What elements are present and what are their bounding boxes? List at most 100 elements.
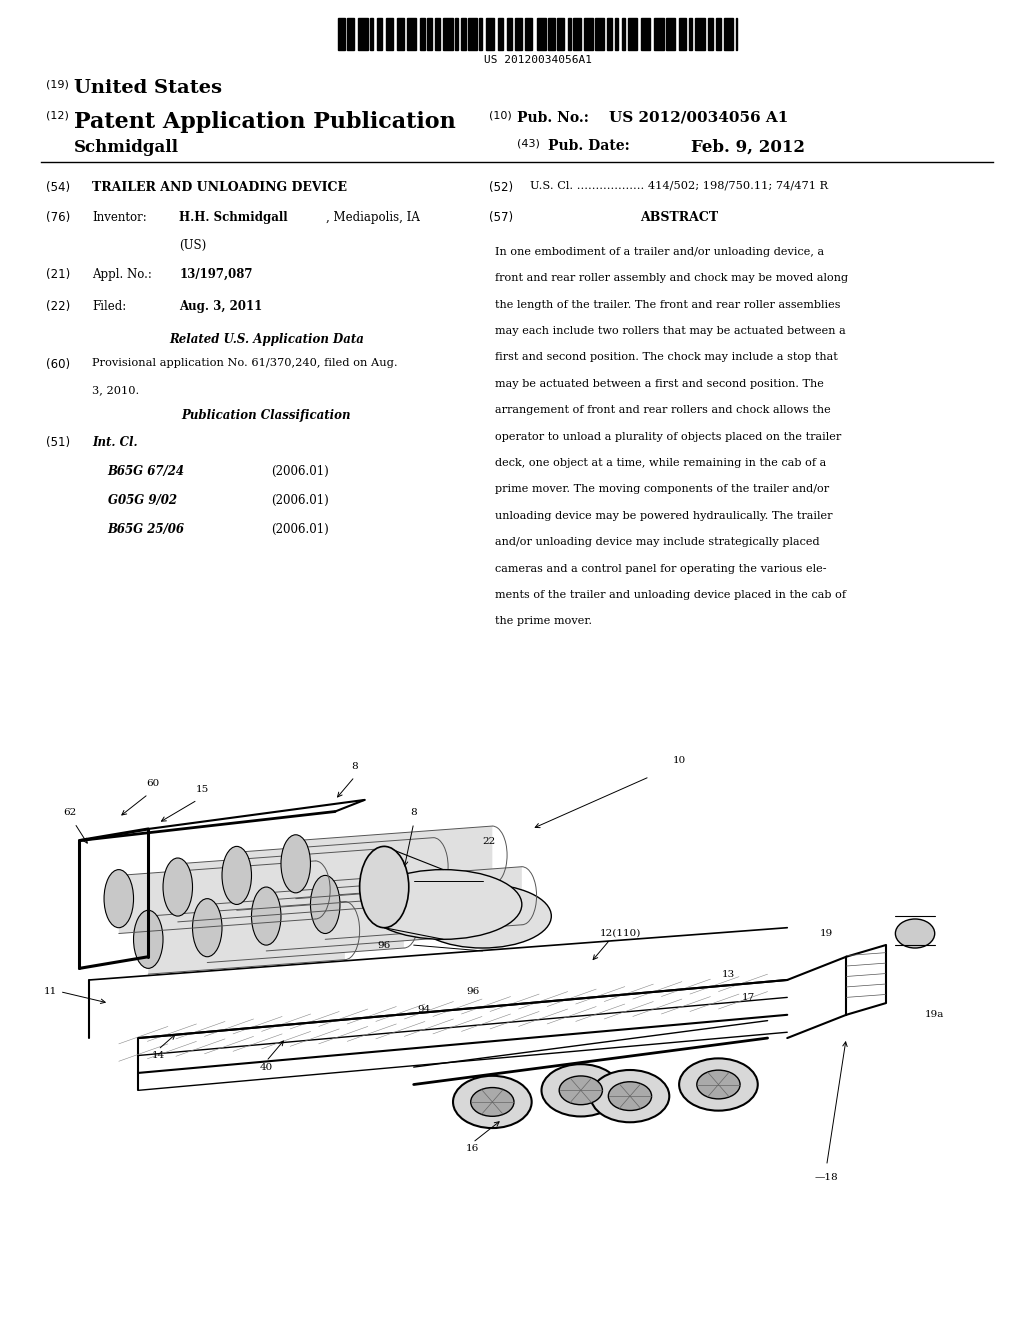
Bar bbox=[420, 18, 425, 50]
Text: 13: 13 bbox=[722, 970, 735, 978]
Ellipse shape bbox=[591, 1071, 670, 1122]
Text: 62: 62 bbox=[63, 808, 76, 817]
Text: ABSTRACT: ABSTRACT bbox=[640, 211, 718, 224]
Text: (21): (21) bbox=[46, 268, 71, 281]
Bar bbox=[455, 18, 458, 50]
Text: —18: —18 bbox=[815, 1173, 839, 1181]
Ellipse shape bbox=[679, 1059, 758, 1110]
Text: (54): (54) bbox=[46, 181, 71, 194]
Text: (60): (60) bbox=[46, 358, 71, 371]
Text: 96: 96 bbox=[466, 987, 479, 997]
Text: (2006.01): (2006.01) bbox=[271, 494, 329, 507]
Text: the length of the trailer. The front and rear roller assemblies: the length of the trailer. The front and… bbox=[495, 300, 840, 310]
Text: Related U.S. Application Data: Related U.S. Application Data bbox=[169, 333, 364, 346]
Text: 11: 11 bbox=[43, 987, 56, 997]
Bar bbox=[666, 18, 675, 50]
Text: 3, 2010.: 3, 2010. bbox=[92, 385, 139, 396]
Text: (51): (51) bbox=[46, 436, 71, 449]
Text: Int. Cl.: Int. Cl. bbox=[92, 436, 138, 449]
Text: and/or unloading device may include strategically placed: and/or unloading device may include stra… bbox=[495, 537, 819, 548]
Bar bbox=[515, 18, 522, 50]
Text: 12(110): 12(110) bbox=[599, 929, 641, 939]
Bar bbox=[468, 18, 477, 50]
Text: Inventor:: Inventor: bbox=[92, 211, 146, 224]
Text: 10: 10 bbox=[673, 756, 686, 766]
Bar bbox=[443, 18, 453, 50]
Text: U.S. Cl. .................. 414/502; 198/750.11; 74/471 R: U.S. Cl. .................. 414/502; 198… bbox=[530, 181, 828, 191]
Bar bbox=[525, 18, 532, 50]
Text: Pub. No.:: Pub. No.: bbox=[517, 111, 589, 125]
Text: H.H. Schmidgall: H.H. Schmidgall bbox=[179, 211, 288, 224]
Text: (57): (57) bbox=[489, 211, 514, 224]
Text: Aug. 3, 2011: Aug. 3, 2011 bbox=[179, 300, 262, 313]
Bar bbox=[568, 18, 571, 50]
Text: (US): (US) bbox=[179, 239, 207, 252]
Text: , Mediapolis, IA: , Mediapolis, IA bbox=[326, 211, 420, 224]
Text: 94: 94 bbox=[417, 1005, 430, 1014]
Bar bbox=[557, 18, 564, 50]
Bar bbox=[461, 18, 466, 50]
Text: 17: 17 bbox=[741, 993, 755, 1002]
Bar bbox=[622, 18, 625, 50]
Bar bbox=[377, 18, 382, 50]
Text: 15: 15 bbox=[196, 785, 209, 795]
Ellipse shape bbox=[559, 1076, 602, 1105]
Bar bbox=[654, 18, 664, 50]
Text: (2006.01): (2006.01) bbox=[271, 465, 329, 478]
Text: Feb. 9, 2012: Feb. 9, 2012 bbox=[691, 139, 805, 156]
Ellipse shape bbox=[310, 875, 340, 933]
Text: Pub. Date:: Pub. Date: bbox=[548, 139, 630, 153]
Text: may be actuated between a first and second position. The: may be actuated between a first and seco… bbox=[495, 379, 823, 389]
Ellipse shape bbox=[104, 870, 133, 928]
Bar bbox=[641, 18, 650, 50]
Polygon shape bbox=[266, 878, 463, 950]
Text: (19): (19) bbox=[46, 79, 69, 90]
Bar bbox=[347, 18, 354, 50]
Text: G05G 9/02: G05G 9/02 bbox=[108, 494, 176, 507]
Text: 8: 8 bbox=[411, 808, 417, 817]
Text: B65G 67/24: B65G 67/24 bbox=[108, 465, 184, 478]
Polygon shape bbox=[237, 838, 433, 911]
Text: US 2012/0034056 A1: US 2012/0034056 A1 bbox=[609, 111, 788, 125]
Bar bbox=[548, 18, 555, 50]
Polygon shape bbox=[148, 902, 345, 974]
Ellipse shape bbox=[471, 1088, 514, 1117]
Ellipse shape bbox=[252, 887, 281, 945]
Ellipse shape bbox=[453, 1076, 531, 1129]
Bar bbox=[338, 18, 345, 50]
Ellipse shape bbox=[542, 1064, 621, 1117]
Ellipse shape bbox=[696, 1071, 740, 1098]
Bar bbox=[573, 18, 581, 50]
Text: (2006.01): (2006.01) bbox=[271, 523, 329, 536]
Text: 13/197,087: 13/197,087 bbox=[179, 268, 253, 281]
Bar bbox=[498, 18, 503, 50]
Bar bbox=[628, 18, 637, 50]
Polygon shape bbox=[178, 849, 375, 921]
Text: ments of the trailer and unloading device placed in the cab of: ments of the trailer and unloading devic… bbox=[495, 590, 846, 601]
Bar bbox=[584, 18, 593, 50]
Text: (10): (10) bbox=[489, 111, 512, 121]
Text: United States: United States bbox=[74, 79, 222, 98]
Bar bbox=[507, 18, 512, 50]
Text: 96: 96 bbox=[378, 941, 391, 949]
Text: 19a: 19a bbox=[925, 1010, 944, 1019]
Ellipse shape bbox=[193, 899, 222, 957]
Text: unloading device may be powered hydraulically. The trailer: unloading device may be powered hydrauli… bbox=[495, 511, 833, 521]
Bar bbox=[615, 18, 618, 50]
Text: arrangement of front and rear rollers and chock allows the: arrangement of front and rear rollers an… bbox=[495, 405, 830, 416]
Polygon shape bbox=[119, 861, 315, 933]
Text: operator to unload a plurality of objects placed on the trailer: operator to unload a plurality of object… bbox=[495, 432, 841, 442]
Ellipse shape bbox=[359, 846, 409, 928]
Bar bbox=[386, 18, 393, 50]
Bar bbox=[679, 18, 686, 50]
Text: Appl. No.:: Appl. No.: bbox=[92, 268, 152, 281]
Ellipse shape bbox=[281, 834, 310, 892]
Ellipse shape bbox=[133, 911, 163, 969]
Polygon shape bbox=[326, 867, 522, 940]
Text: Provisional application No. 61/370,240, filed on Aug.: Provisional application No. 61/370,240, … bbox=[92, 358, 397, 368]
Text: Publication Classification: Publication Classification bbox=[181, 409, 351, 422]
Text: 8: 8 bbox=[351, 762, 358, 771]
Bar bbox=[607, 18, 612, 50]
Text: deck, one object at a time, while remaining in the cab of a: deck, one object at a time, while remain… bbox=[495, 458, 825, 469]
Text: first and second position. The chock may include a stop that: first and second position. The chock may… bbox=[495, 352, 838, 363]
